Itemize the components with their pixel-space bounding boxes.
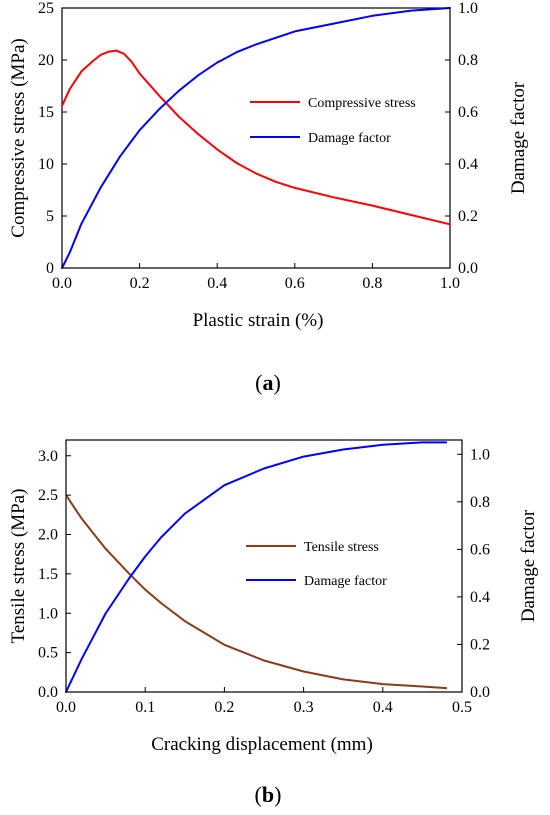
y-tick-label-a-0: 0 (46, 260, 54, 277)
x-tick-label-a-2: 0.4 (207, 275, 227, 292)
x-tick-label-b-2: 0.2 (214, 699, 234, 716)
x-tick-label-b-1: 0.1 (135, 699, 155, 716)
y2-tick-label-b-2: 0.4 (470, 589, 490, 606)
x-tick-label-a-3: 0.6 (285, 275, 305, 292)
x-tick-label-a-0: 0.0 (52, 275, 72, 292)
y-tick-label-b-4: 2.0 (38, 527, 58, 544)
y2-tick-label-b-1: 0.2 (470, 636, 490, 653)
y2-tick-label-b-4: 0.8 (470, 494, 490, 511)
y2-tick-label-a-4: 0.8 (458, 52, 478, 69)
y2-axis-label-b: Damage factor (518, 509, 539, 622)
chart-panel-a: 0.0 0.2 0.4 0.6 0.8 1.0 0 5 10 15 20 25 0.0 0.2 0.4 0.6… (8, 0, 529, 395)
series-group-b (65, 441, 448, 693)
y-tick-label-a-1: 5 (46, 208, 54, 225)
legend-a: Compressive stress Damage factor (250, 96, 416, 146)
y-tick-label-b-2: 1.0 (38, 605, 58, 622)
x-tick-label-a-5: 1.0 (440, 275, 460, 292)
plot-frame-a (61, 7, 451, 269)
series-line-b-1 (65, 441, 448, 693)
x-tick-label-a-1: 0.2 (130, 275, 150, 292)
legend-label-a-0: Compressive stress (308, 96, 416, 111)
y-tick-label-a-3: 15 (38, 104, 54, 121)
y-tick-label-a-4: 20 (38, 52, 54, 69)
y-tick-label-b-3: 1.5 (38, 566, 58, 583)
y-axis-label-b: Tensile stress (MPa) (8, 489, 29, 644)
y2-tick-label-a-0: 0.0 (458, 260, 478, 277)
legend-label-b-1: Damage factor (304, 574, 387, 589)
y2-tick-label-b-3: 0.6 (470, 541, 490, 558)
y2-tick-label-b-5: 1.0 (470, 446, 490, 463)
series-group-a (61, 7, 451, 269)
y-tick-label-a-2: 10 (38, 156, 54, 173)
y2-tick-label-a-5: 1.0 (458, 0, 478, 17)
chart-panel-b: 0.0 0.1 0.2 0.3 0.4 0.50.00.51.01.52.02.53.00… (8, 439, 539, 807)
y2-tick-label-a-3: 0.6 (458, 104, 478, 121)
y2-axis-label-a: Damage factor (508, 81, 529, 194)
y-tick-label-b-6: 3.0 (38, 448, 58, 465)
x-tick-label-b-4: 0.4 (373, 699, 393, 716)
y2-tick-label-a-1: 0.2 (458, 208, 478, 225)
y2-tick-label-a-2: 0.4 (458, 156, 478, 173)
y-tick-label-b-0: 0.0 (38, 684, 58, 701)
x-tick-label-b-0: 0.0 (56, 699, 76, 716)
legend-label-a-1: Damage factor (308, 131, 391, 146)
plot-frame-b (65, 439, 463, 693)
x-axis-label-b: Cracking displacement (mm) (151, 734, 373, 755)
y-tick-label-b-1: 0.5 (38, 645, 58, 662)
x-tick-label-b-5: 0.5 (452, 699, 472, 716)
y2-tick-label-b-0: 0.0 (470, 684, 490, 701)
series-line-a-1 (61, 7, 451, 269)
x-axis-label-a: Plastic strain (%) (193, 310, 324, 331)
x-tick-label-a-4: 0.8 (362, 275, 382, 292)
panel-label-b: (b) (255, 782, 282, 807)
legend-b: Tensile stress Damage factor (246, 540, 387, 589)
series-line-a-0 (61, 49, 451, 226)
x-tick-label-b-3: 0.3 (294, 699, 314, 716)
y-tick-label-b-5: 2.5 (38, 487, 58, 504)
legend-label-b-0: Tensile stress (304, 540, 379, 555)
panel-label-a: (a) (255, 370, 281, 395)
y-tick-label-a-5: 25 (38, 0, 54, 17)
ticks-group-b: 0.0 0.1 0.2 0.3 0.4 0.50.00.51.01.52.02.53.00… (38, 446, 490, 716)
ticks-group-a: 0.0 0.2 0.4 0.6 0.8 1.0 0 5 10 15 20 25 0.0 0.2 0.4 0.6… (38, 0, 478, 292)
y-axis-label-a: Compressive stress (MPa) (8, 38, 29, 237)
series-line-b-0 (65, 494, 448, 690)
